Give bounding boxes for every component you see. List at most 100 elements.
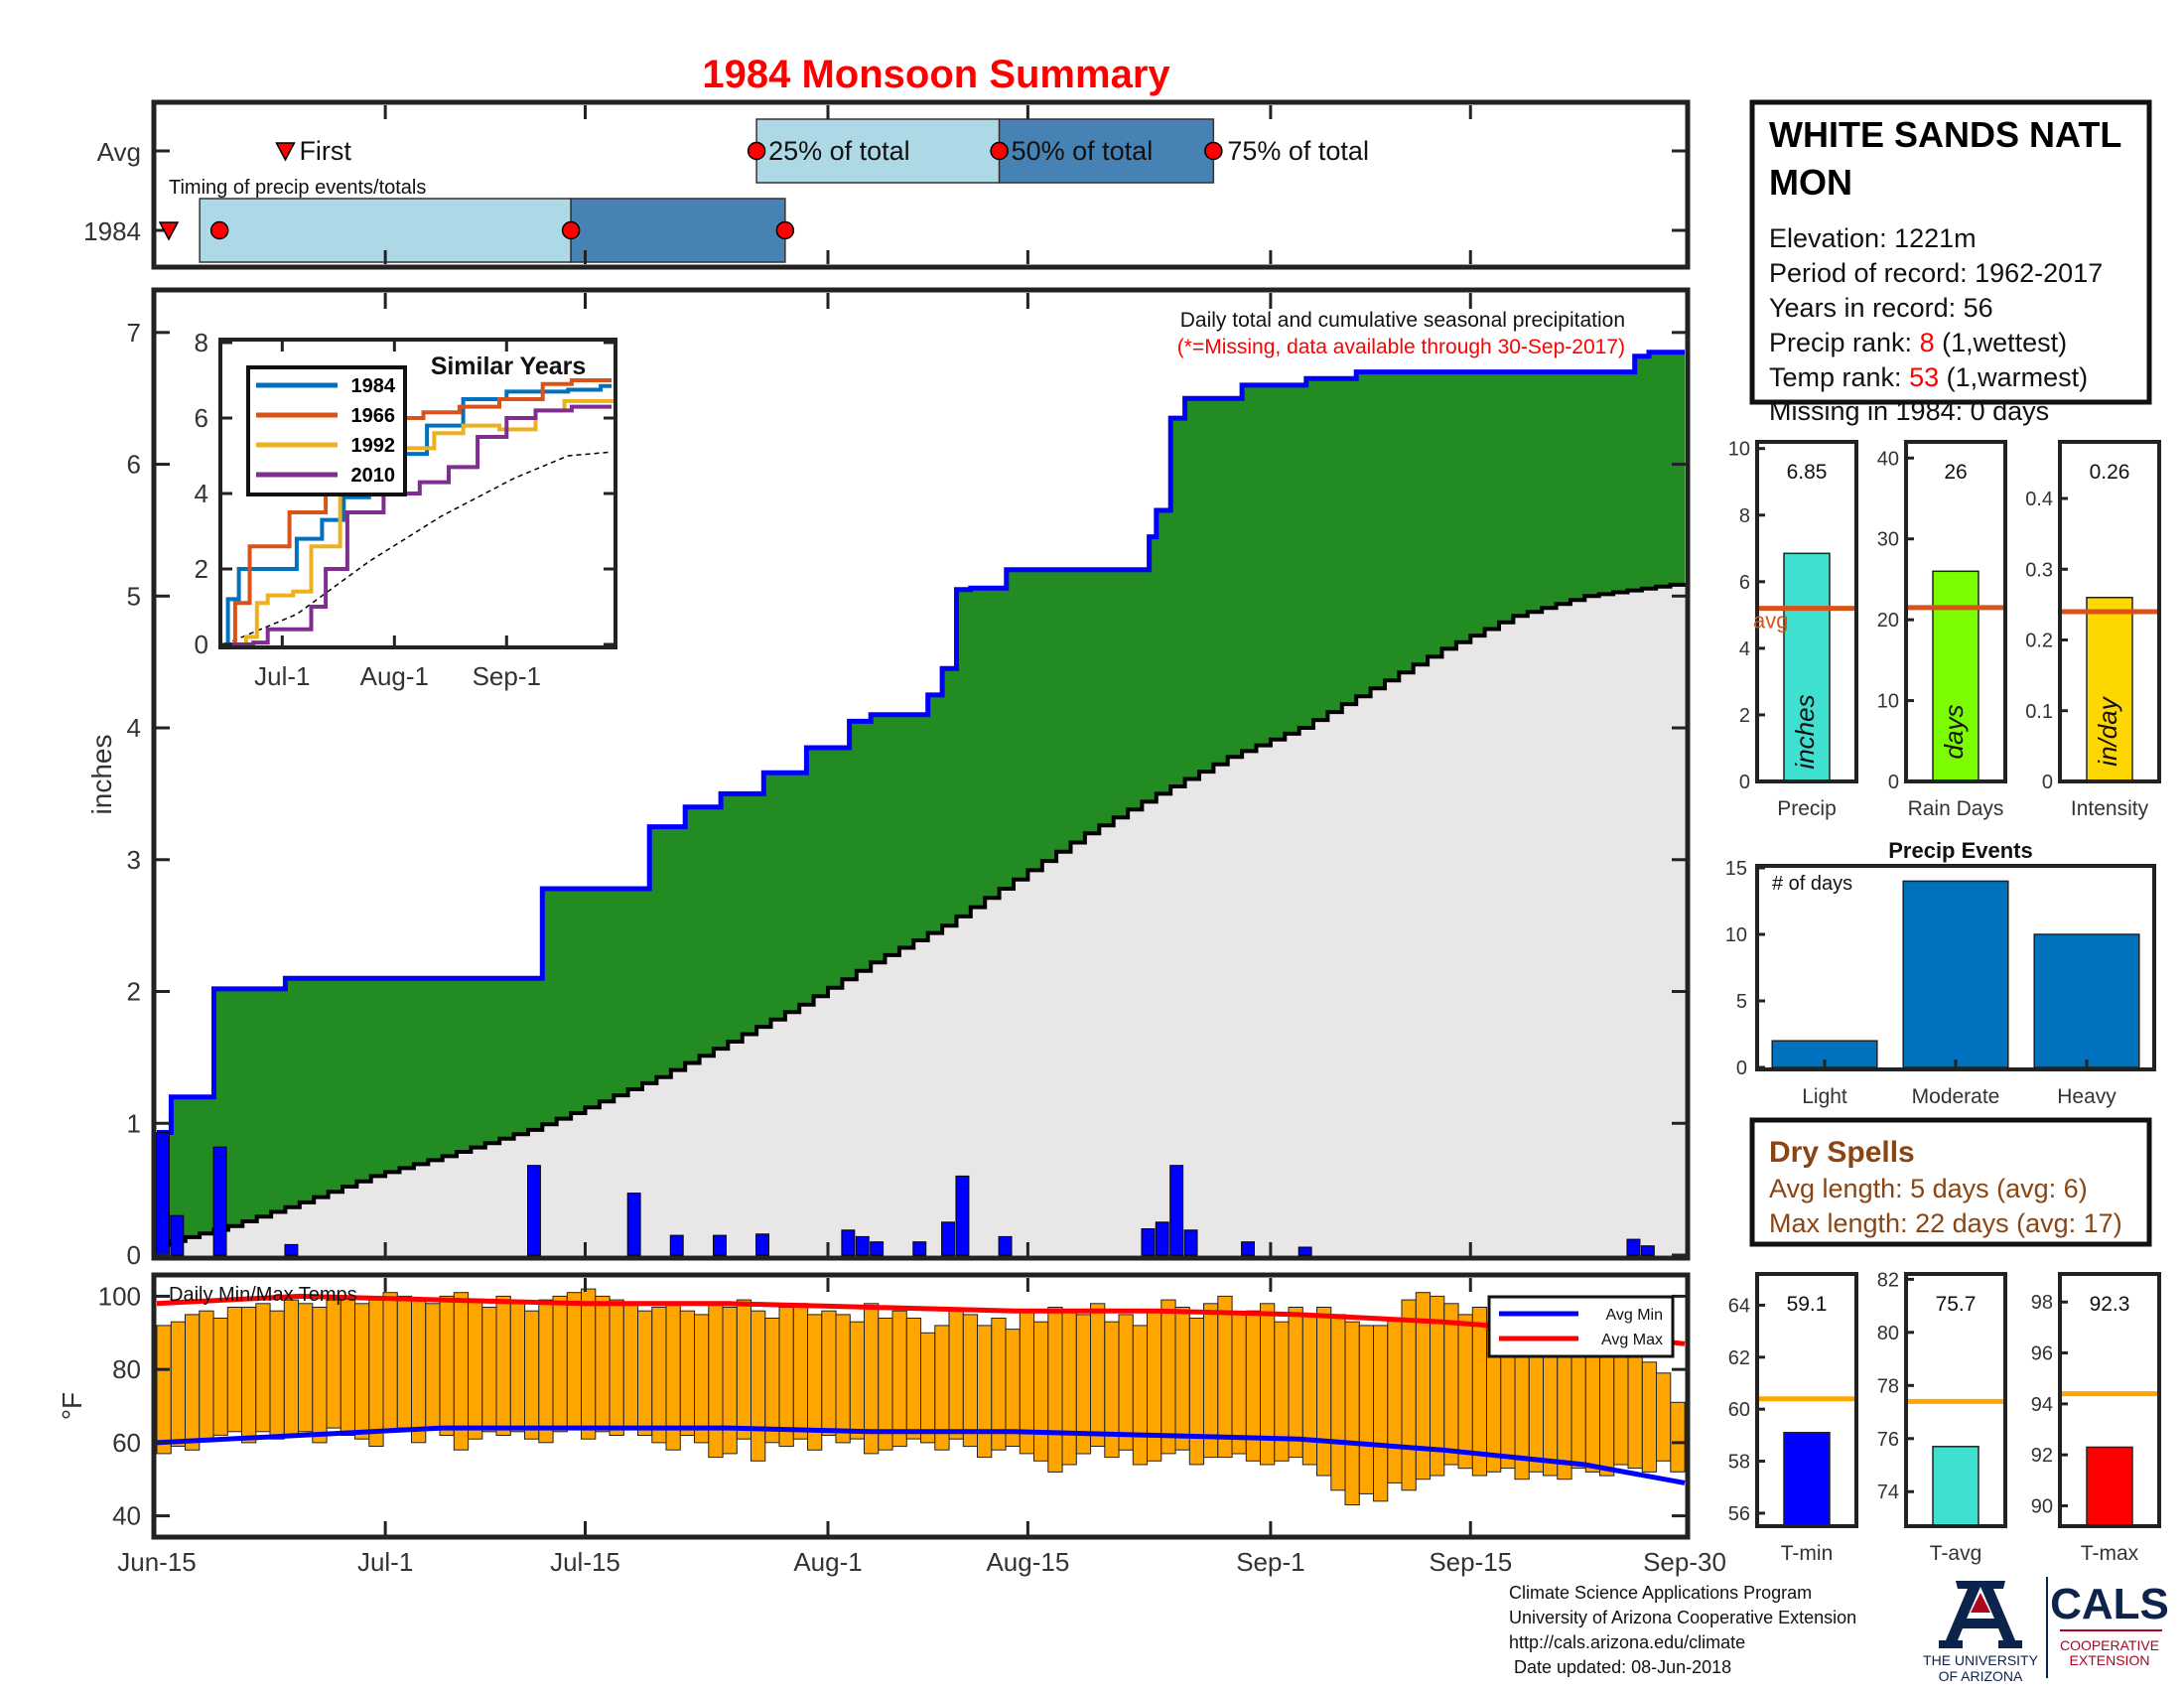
station-missing: Missing in 1984: 0 days: [1769, 396, 2049, 426]
inset-ytick-label-2: 4: [195, 479, 208, 508]
temp-range-bar-83: [1330, 1314, 1346, 1491]
temp-stat-xlabel-0: T-min: [1781, 1542, 1834, 1565]
temp-range-bar-88: [1401, 1299, 1417, 1491]
x-tick-label-7: Sep-30: [1643, 1547, 1726, 1577]
temp-range-bar-2: [185, 1314, 201, 1451]
footer-line1: Climate Science Applications Program: [1509, 1583, 1812, 1603]
temp-rank-note: (1,warmest): [1939, 362, 2088, 392]
temp-range-bar-35: [651, 1307, 667, 1444]
inset-legend-label-1966: 1966: [351, 405, 396, 427]
avg-first-marker: [275, 142, 296, 162]
inset-average-line: [223, 451, 613, 645]
inset-legend: 1984 1966 1992 2010: [256, 375, 396, 487]
station-elevation: Elevation: 1221m: [1769, 223, 1977, 253]
precip-stat-ytick-label-0-5: 10: [1728, 439, 1750, 461]
precip-stat-ytick-label-0-1: 2: [1739, 705, 1750, 727]
events-ytick-label-1: 5: [1736, 991, 1747, 1013]
daily-precip-bar-18: [1169, 1165, 1184, 1256]
footer-credits: Climate Science Applications Program Uni…: [1509, 1583, 1856, 1677]
temp-range-bar-93: [1471, 1307, 1488, 1477]
temp-stat-ytick-label-2-3: 96: [2031, 1343, 2053, 1365]
x-tick-label-3: Aug-1: [793, 1547, 862, 1577]
temp-range-bar-0: [156, 1325, 172, 1455]
legend-avg-max-label: Avg Max: [1601, 1332, 1663, 1348]
temps-panel: 40 60 80 100 Daily Min/Max Temps °F Avg Min…: [57, 1272, 1691, 1540]
x-tick-label-2: Jul-15: [550, 1547, 620, 1577]
temp-stat-ytick-label-0-0: 56: [1728, 1503, 1750, 1525]
year-q50-q75-box: [570, 198, 786, 263]
inset-title: Similar Years: [431, 353, 587, 380]
temp-range-bar-4: [212, 1318, 228, 1436]
daily-precip-bar-1: [170, 1214, 185, 1256]
temp-stat-bar-2: [2086, 1446, 2133, 1527]
temp-range-bar-86: [1373, 1325, 1389, 1502]
temp-range-bar-33: [622, 1303, 639, 1429]
temp-range-bar-75: [1217, 1295, 1233, 1459]
temp-stat-ytick-label-0-2: 60: [1728, 1399, 1750, 1421]
temp-range-bar-43: [764, 1318, 780, 1444]
inset-xtick-label-1: Aug-1: [360, 661, 429, 691]
temps-legend-box: [1487, 1295, 1675, 1358]
daily-precip-bar-11: [870, 1241, 885, 1256]
year-q75-marker: [775, 220, 795, 240]
temp-range-bar-102: [1599, 1340, 1615, 1477]
main-ytick-label-3: 3: [127, 845, 141, 875]
temp-range-bar-45: [792, 1303, 809, 1440]
ua-name-line2: OF ARIZONA: [1939, 1668, 2023, 1684]
temp-range-bar-104: [1627, 1346, 1643, 1470]
avg-q75-label: 75% of total: [1227, 136, 1369, 166]
precip-stat-bar-2: [2086, 597, 2133, 782]
dry-spells-avg-length: Avg length: 5 days (avg: 6): [1769, 1174, 2088, 1203]
main-y-ticks: 0 1 2 3 4 5 6 7: [127, 318, 1688, 1270]
temp-range-bar-20: [439, 1295, 455, 1437]
station-box-border: [1749, 99, 2152, 405]
temp-stat-bar-1: [1932, 1446, 1979, 1527]
temp-stats-panels: 56 58 60 62 64 59.1 T-min 74 76 78 80 82 75.7 T-avg 90…: [1728, 1269, 2161, 1565]
temp-stat-value-label-1: 75.7: [1936, 1293, 1977, 1316]
daily-precip-bar-21: [1297, 1246, 1312, 1256]
temps-ytick-label-2: 80: [112, 1354, 141, 1384]
temp-stat-panel-box-2: [2058, 1272, 2161, 1528]
temp-rank-value: 53: [1909, 362, 1939, 392]
inset-legend-label-2010: 2010: [351, 465, 396, 487]
avg-q50-q75-box: [998, 118, 1215, 184]
avg-first-label: First: [299, 136, 351, 166]
precip-events-panel: Precip Events Light Moderate Heavy 0 5 10 15 #…: [1725, 838, 2156, 1108]
precip-stat-ytick-label-1-4: 40: [1877, 448, 1899, 470]
precip-stat-ytick-label-2-2: 0.2: [2025, 631, 2053, 652]
temp-range-bar-1: [170, 1321, 187, 1447]
inset-legend-label-1984: 1984: [351, 375, 396, 397]
events-xlabel-heavy: Heavy: [2057, 1085, 2116, 1108]
temps-axes-box: [151, 1272, 1691, 1540]
precip-stat-ytick-label-2-4: 0.4: [2025, 489, 2053, 510]
temp-range-bar-73: [1188, 1318, 1205, 1466]
precip-rank-value: 8: [1920, 328, 1935, 357]
temp-range-bar-11: [312, 1307, 328, 1444]
precip-stat-ytick-label-2-1: 0.1: [2025, 701, 2053, 723]
precip-stat-unit-label-1: days: [1939, 705, 1969, 760]
temp-range-bar-44: [778, 1307, 794, 1448]
temp-range-bar-52: [891, 1310, 907, 1448]
station-info-box: WHITE SANDS NATL MON Elevation: 1221m Pe…: [1749, 99, 2152, 426]
temp-range-bar-25: [509, 1303, 526, 1433]
temp-stat-value-label-0: 59.1: [1787, 1293, 1828, 1316]
temp-range-bar-9: [283, 1299, 300, 1436]
temp-stat-ytick-label-2-4: 98: [2031, 1292, 2053, 1314]
daily-precip-bar-20: [1241, 1241, 1255, 1256]
temps-y-axis-label: °F: [57, 1392, 87, 1420]
temp-range-bar-67: [1104, 1321, 1120, 1459]
temps-ytick-label-1: 60: [112, 1428, 141, 1458]
daily-precip-bar-14: [955, 1175, 970, 1256]
station-years: Years in record: 56: [1769, 293, 1993, 323]
temp-range-bar-15: [368, 1299, 384, 1447]
inset-ytick-label-4: 8: [195, 328, 208, 357]
x-tick-label-6: Sep-15: [1429, 1547, 1512, 1577]
daily-precip-bar-4: [527, 1165, 541, 1256]
temp-range-bar-41: [736, 1299, 752, 1440]
ua-block-a-icon: [1939, 1581, 2022, 1648]
main-ytick-label-7: 7: [127, 318, 141, 348]
precip-stat-ytick-label-0-2: 4: [1739, 638, 1750, 660]
precip-rank-note: (1,wettest): [1935, 328, 2068, 357]
daily-precip-bar-12: [912, 1241, 927, 1256]
temp-range-bar-70: [1147, 1310, 1162, 1462]
